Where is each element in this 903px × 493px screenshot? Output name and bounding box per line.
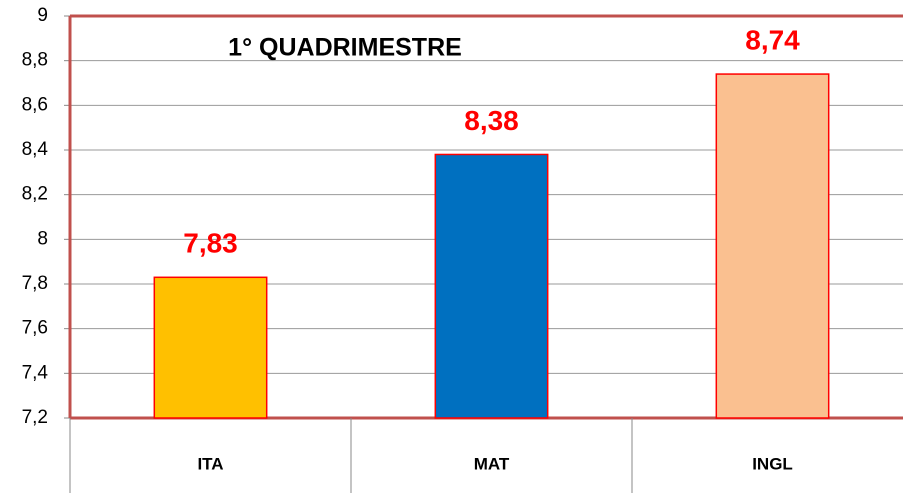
y-tick-label: 8,8: [22, 50, 48, 71]
value-label: 7,83: [183, 228, 238, 259]
y-tick-label: 8,2: [22, 184, 48, 205]
y-tick-label: 8,6: [22, 94, 48, 115]
chart-title: 1° QUADRIMESTRE: [228, 34, 462, 62]
y-tick-label: 7,6: [22, 318, 48, 339]
value-label: 8,38: [464, 105, 519, 136]
y-tick-label: 7,2: [22, 407, 48, 428]
x-tick-label: MAT: [474, 454, 510, 473]
value-label: 8,74: [745, 24, 800, 55]
x-tick-label: ITA: [197, 454, 223, 473]
bar: [153, 276, 268, 419]
y-tick-label: 8: [37, 228, 48, 249]
y-tick-label: 8,4: [22, 139, 49, 160]
bar: [434, 153, 549, 419]
bar: [715, 73, 830, 419]
y-tick-label: 7,4: [22, 362, 49, 383]
y-tick-label: 7,8: [22, 273, 48, 294]
y-tick-label: 9: [37, 5, 48, 26]
x-tick-label: INGL: [752, 454, 793, 473]
